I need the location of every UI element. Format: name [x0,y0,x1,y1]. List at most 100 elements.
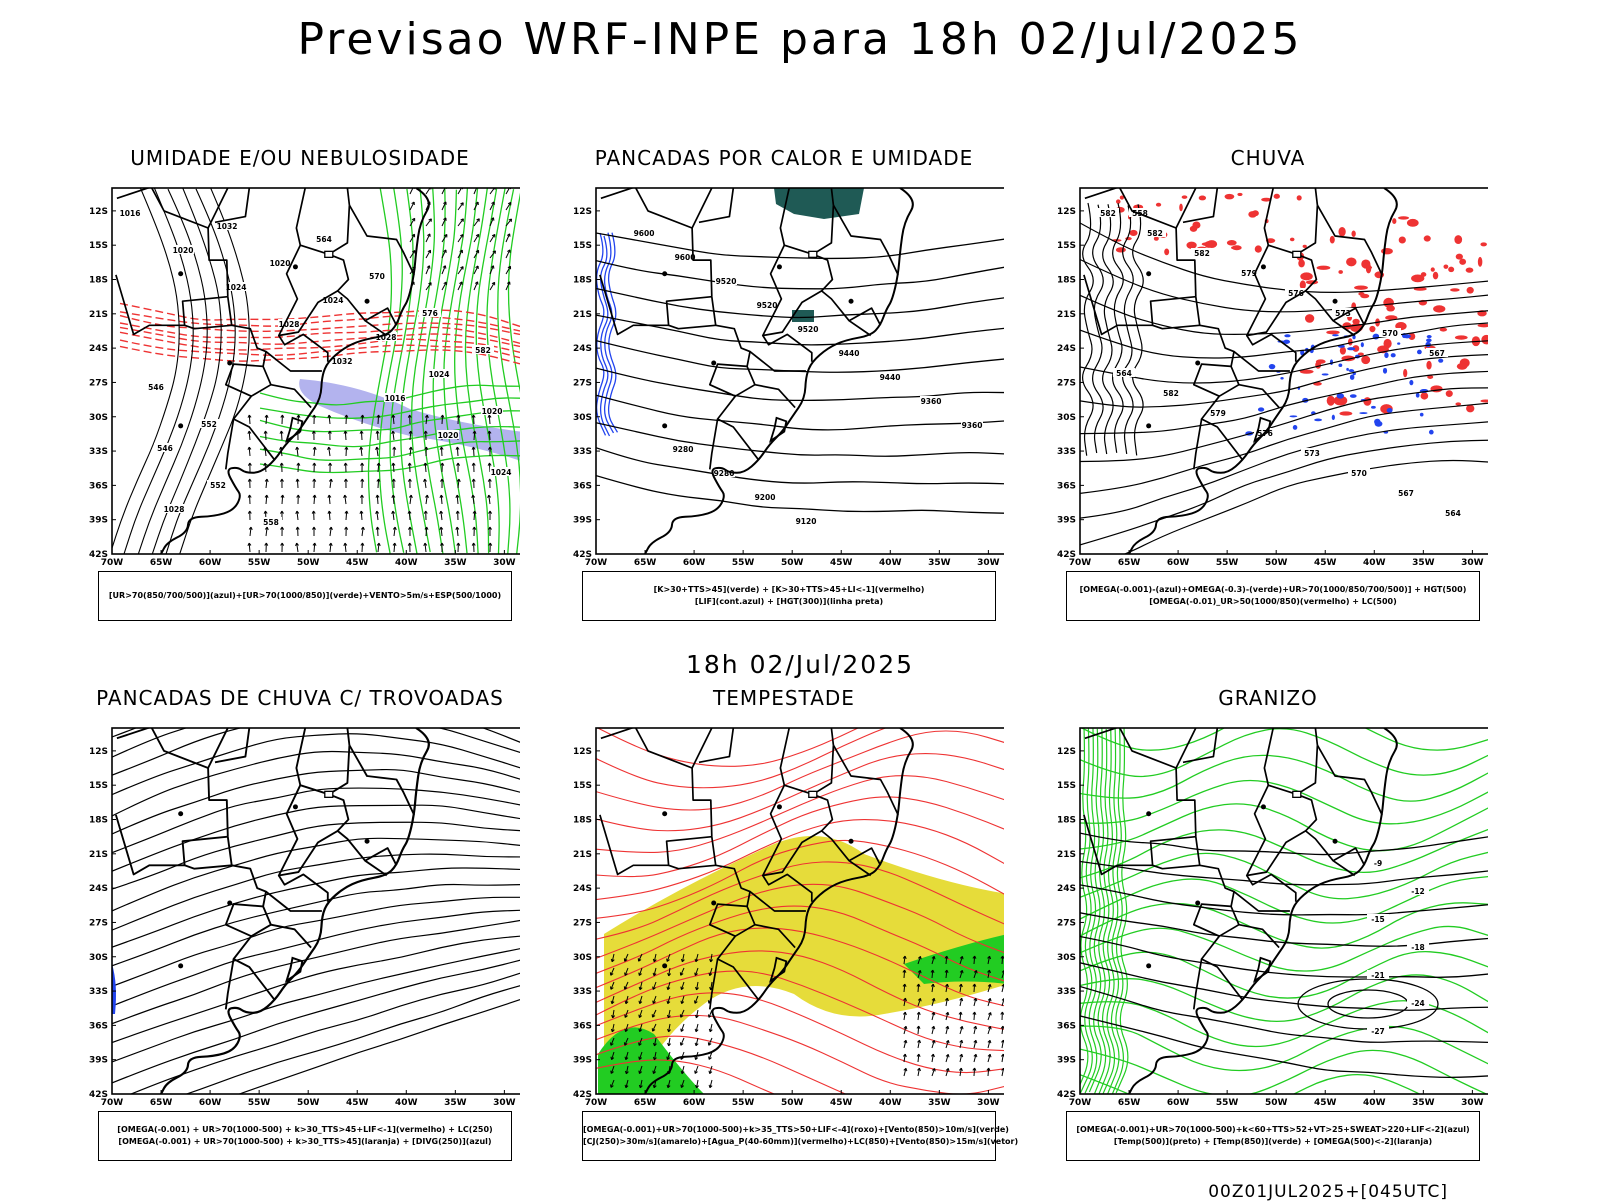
lat-label: 33S [89,987,108,997]
panel-title: TEMPESTADE [564,686,1004,710]
lat-label: 21S [89,310,108,320]
contour-label: 582 [475,346,491,355]
lon-label: 60W [683,1098,706,1108]
lon-label: 65W [1118,558,1141,568]
rain-area-red [1346,257,1357,266]
lat-label: 15S [89,781,108,791]
lat-label: 33S [573,447,592,457]
lat-label: 24S [1057,344,1076,354]
lat-label: 12S [89,207,108,217]
contour-label: 1028 [164,505,185,514]
lon-label: 45W [346,558,369,568]
rain-area-red [1386,305,1395,311]
lon-label: 50W [1265,1098,1288,1108]
rain-area-red [1339,411,1352,415]
rain-area-blue [1280,377,1283,380]
lake-mark [1195,900,1200,905]
lat-label: 39S [1057,1056,1076,1066]
contour-label: -21 [1371,971,1385,980]
legend-line: [OMEGA(-0.01)_UR>50(1000/850)(vermelho) … [1067,596,1479,608]
rain-area-red [1252,210,1259,216]
contour-label: 564 [1445,509,1461,518]
rain-area-blue [1284,334,1290,337]
rain-area-red [1297,195,1302,200]
rain-area-red [1443,264,1448,268]
rain-area-blue [1258,407,1264,411]
contour-label: 9520 [716,277,737,286]
rain-area-red [1366,266,1372,269]
lat-label: 24S [89,344,108,354]
lon-label: 45W [830,558,853,568]
lake-mark [777,804,782,809]
contour-label: 1016 [385,394,406,403]
lon-label: 35W [928,558,951,568]
rain-area-blue [1347,347,1355,350]
lake-mark [1146,271,1151,276]
lake-mark [365,299,370,304]
rain-area-red [1430,385,1442,392]
rain-area-blue [1314,419,1322,422]
legend-line: [LIF](cont.azul) + [HGT(300)](linha pret… [583,596,995,608]
rain-area-blue [1361,342,1364,347]
lat-label: 15S [1057,781,1076,791]
lake-mark [711,900,716,905]
lat-label: 18S [1057,276,1076,286]
map-umidade: 1016102010241028103210161020102410281032… [80,174,520,574]
lon-label: 55W [248,558,271,568]
lat-label: 30S [1057,413,1076,423]
lon-label: 30W [977,1098,1000,1108]
rain-area-red [1398,216,1409,219]
rain-area-red [1369,326,1375,332]
lon-label: 30W [493,558,516,568]
lat-label: 21S [89,850,108,860]
contour-label: 564 [1116,369,1132,378]
lat-label: 33S [1057,987,1076,997]
rain-area-red [1298,259,1305,267]
rain-area-blue [1426,338,1432,342]
lat-label: 36S [1057,481,1076,491]
contour-label: 582 [1194,249,1210,258]
rain-area-red [1392,218,1396,224]
lon-label: 40W [395,558,418,568]
contour-label: 564 [316,235,332,244]
rain-area-blue [1349,369,1355,372]
rain-area-red [1424,235,1431,241]
lat-label: 12S [573,747,592,757]
contour-label: 9360 [962,421,983,430]
lake-mark [662,271,667,276]
lat-label: 24S [1057,884,1076,894]
rain-area-blue [1391,353,1396,357]
contour-label: -18 [1411,943,1425,952]
lon-label: 50W [781,558,804,568]
lon-label: 40W [879,558,902,568]
rain-area-red [1351,231,1355,237]
rain-area-blue [1332,415,1335,420]
rain-area-blue [1330,359,1333,365]
federal-district [1293,251,1301,257]
lat-label: 18S [89,816,108,826]
lon-label: 40W [395,1098,418,1108]
rain-area-red [1129,230,1137,236]
rain-area-red [1326,330,1339,334]
rain-area-red [1274,194,1280,199]
rain-area-blue [1403,334,1410,338]
contour-label: -12 [1411,887,1425,896]
contour-label: 1020 [438,431,459,440]
lon-label: 45W [346,1098,369,1108]
lon-label: 35W [444,1098,467,1108]
lon-label: 65W [1118,1098,1141,1108]
panel-title: CHUVA [1048,146,1488,170]
rain-area-red [1360,294,1369,298]
rain-area-red [1480,242,1487,246]
contour-label: 552 [210,481,226,490]
map-granizo: -9-12-15-18-21-24-2712S15S18S21S24S27S30… [1048,714,1488,1114]
rain-area-red [1459,259,1466,265]
panel-title: GRANIZO [1048,686,1488,710]
rain-area-red [1363,397,1371,406]
lon-label: 65W [150,1098,173,1108]
lat-label: 36S [573,481,592,491]
lake-mark [662,963,667,968]
